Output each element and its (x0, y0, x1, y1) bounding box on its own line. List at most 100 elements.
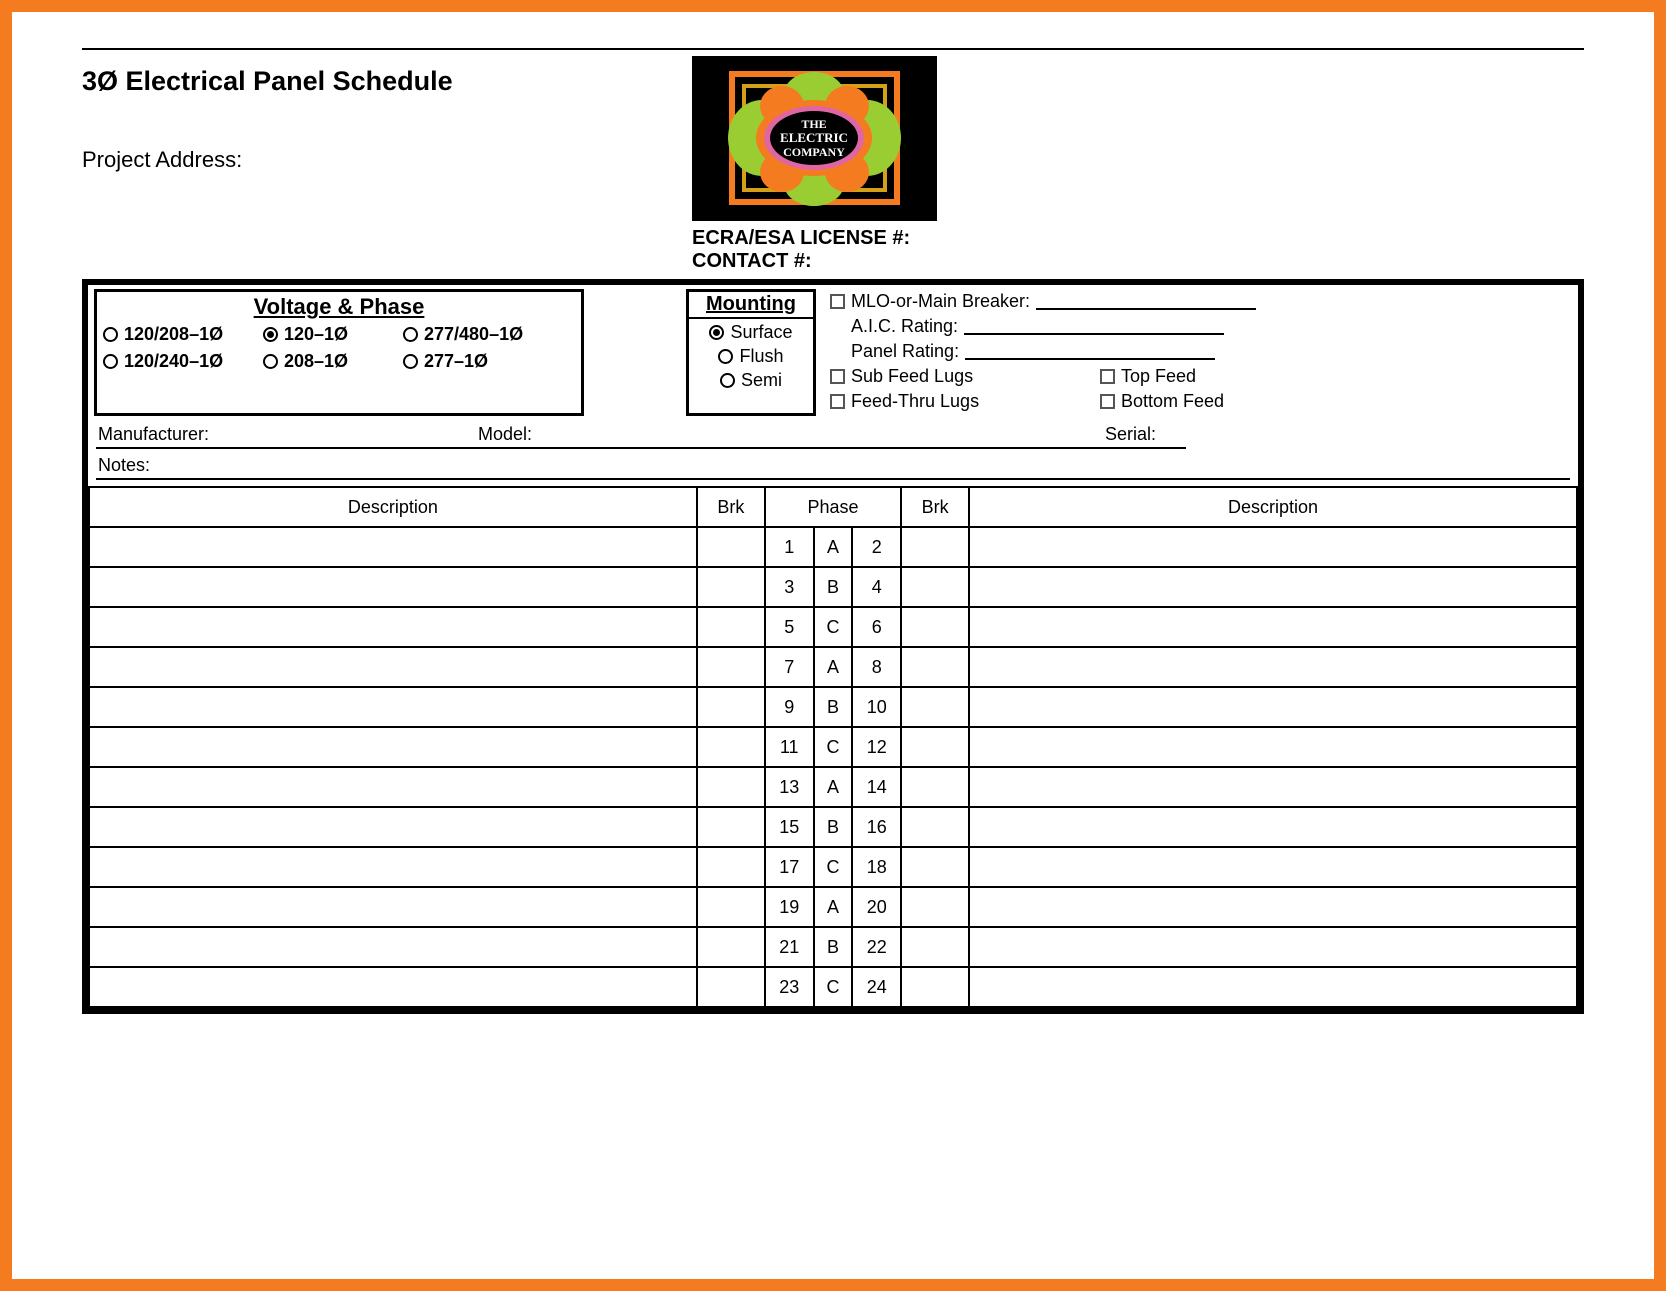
cell-description-right[interactable] (969, 647, 1577, 687)
cell-brk-left[interactable] (697, 607, 765, 647)
mount-label: Semi (741, 370, 782, 391)
cell-description-left[interactable] (89, 647, 697, 687)
cell-description-right[interactable] (969, 527, 1577, 567)
mlo-blank[interactable] (1036, 294, 1256, 310)
serial-label: Serial: (1105, 424, 1156, 444)
cell-brk-left[interactable] (697, 527, 765, 567)
cell-brk-left[interactable] (697, 847, 765, 887)
cell-description-right[interactable] (969, 967, 1577, 1007)
aic-blank[interactable] (964, 319, 1224, 335)
page-title: 3Ø Electrical Panel Schedule (82, 66, 692, 97)
cell-brk-right[interactable] (901, 527, 969, 567)
cell-description-left[interactable] (89, 767, 697, 807)
panel-rating-line: Panel Rating: (830, 341, 1572, 362)
cell-brk-right[interactable] (901, 927, 969, 967)
cell-phase: A (814, 647, 853, 687)
cell-brk-left[interactable] (697, 687, 765, 727)
cell-brk-left[interactable] (697, 767, 765, 807)
panel-rating-blank[interactable] (965, 344, 1215, 360)
aic-label: A.I.C. Rating: (851, 316, 958, 337)
cell-description-left[interactable] (89, 967, 697, 1007)
notes-line: Notes: (88, 451, 1578, 482)
cell-brk-left[interactable] (697, 647, 765, 687)
cell-description-left[interactable] (89, 527, 697, 567)
cell-brk-right[interactable] (901, 607, 969, 647)
cell-brk-left[interactable] (697, 927, 765, 967)
cell-description-right[interactable] (969, 807, 1577, 847)
cell-description-left[interactable] (89, 567, 697, 607)
cell-brk-right[interactable] (901, 647, 969, 687)
table-body: 1A23B45C67A89B1011C1213A1415B1617C1819A2… (89, 527, 1577, 1007)
vp-option-120[interactable]: 120–1Ø (263, 324, 403, 345)
cell-circuit-right: 16 (852, 807, 901, 847)
cell-description-right[interactable] (969, 567, 1577, 607)
manufacturer-field[interactable]: Manufacturer: (96, 422, 476, 449)
checkbox-icon[interactable] (830, 394, 845, 409)
cell-brk-right[interactable] (901, 847, 969, 887)
radio-icon (403, 354, 418, 369)
vp-option-277[interactable]: 277–1Ø (403, 351, 573, 372)
cell-description-right[interactable] (969, 927, 1577, 967)
cell-description-left[interactable] (89, 687, 697, 727)
cell-description-right[interactable] (969, 687, 1577, 727)
cell-brk-right[interactable] (901, 887, 969, 927)
notes-field[interactable]: Notes: (96, 453, 1570, 480)
checkbox-icon[interactable] (830, 369, 845, 384)
cell-description-right[interactable] (969, 767, 1577, 807)
cell-circuit-right: 24 (852, 967, 901, 1007)
cell-description-right[interactable] (969, 887, 1577, 927)
cell-circuit-left: 11 (765, 727, 814, 767)
cell-circuit-left: 7 (765, 647, 814, 687)
cell-brk-left[interactable] (697, 887, 765, 927)
cell-phase: A (814, 887, 853, 927)
checkbox-icon[interactable] (1100, 394, 1115, 409)
cell-description-left[interactable] (89, 807, 697, 847)
voltage-phase-options: 120/208–1Ø 120–1Ø 277/480–1Ø 120/240–1Ø … (97, 322, 581, 380)
cell-brk-left[interactable] (697, 967, 765, 1007)
cell-brk-right[interactable] (901, 807, 969, 847)
cell-brk-right[interactable] (901, 767, 969, 807)
cell-brk-right[interactable] (901, 967, 969, 1007)
mount-option-surface[interactable]: Surface (709, 322, 792, 343)
cell-brk-right[interactable] (901, 687, 969, 727)
mounting-heading: Mounting (689, 292, 813, 319)
cell-brk-left[interactable] (697, 567, 765, 607)
cell-description-right[interactable] (969, 847, 1577, 887)
vp-label: 120/240–1Ø (124, 351, 223, 372)
vp-option-120-208[interactable]: 120/208–1Ø (103, 324, 263, 345)
cell-brk-left[interactable] (697, 807, 765, 847)
vp-option-120-240[interactable]: 120/240–1Ø (103, 351, 263, 372)
table-row: 3B4 (89, 567, 1577, 607)
table-row: 13A14 (89, 767, 1577, 807)
checkbox-icon[interactable] (830, 294, 845, 309)
cell-brk-left[interactable] (697, 727, 765, 767)
model-field[interactable]: Model: (476, 422, 896, 449)
cell-description-right[interactable] (969, 607, 1577, 647)
cell-description-left[interactable] (89, 847, 697, 887)
schedule-table: Description Brk Phase Brk Description 1A… (88, 486, 1578, 1008)
cell-circuit-right: 4 (852, 567, 901, 607)
cell-circuit-right: 18 (852, 847, 901, 887)
company-logo: THE ELECTRIC COMPANY (692, 56, 937, 221)
cell-brk-right[interactable] (901, 727, 969, 767)
cell-description-left[interactable] (89, 887, 697, 927)
radio-icon (718, 349, 733, 364)
radio-icon (263, 327, 278, 342)
th-description-left: Description (89, 487, 697, 527)
table-row: 11C12 (89, 727, 1577, 767)
serial-field[interactable]: Serial: (896, 422, 1186, 449)
cell-description-left[interactable] (89, 927, 697, 967)
cell-description-left[interactable] (89, 727, 697, 767)
checkbox-icon[interactable] (1100, 369, 1115, 384)
mount-label: Surface (730, 322, 792, 343)
cell-brk-right[interactable] (901, 567, 969, 607)
mount-option-semi[interactable]: Semi (720, 370, 782, 391)
vp-option-208[interactable]: 208–1Ø (263, 351, 403, 372)
cell-description-right[interactable] (969, 727, 1577, 767)
voltage-phase-box: Voltage & Phase 120/208–1Ø 120–1Ø 277/48… (94, 289, 584, 416)
cell-description-left[interactable] (89, 607, 697, 647)
mount-option-flush[interactable]: Flush (718, 346, 783, 367)
cell-circuit-left: 21 (765, 927, 814, 967)
feed-checks-row1: Sub Feed Lugs Top Feed (830, 366, 1572, 391)
vp-option-277-480[interactable]: 277/480–1Ø (403, 324, 573, 345)
